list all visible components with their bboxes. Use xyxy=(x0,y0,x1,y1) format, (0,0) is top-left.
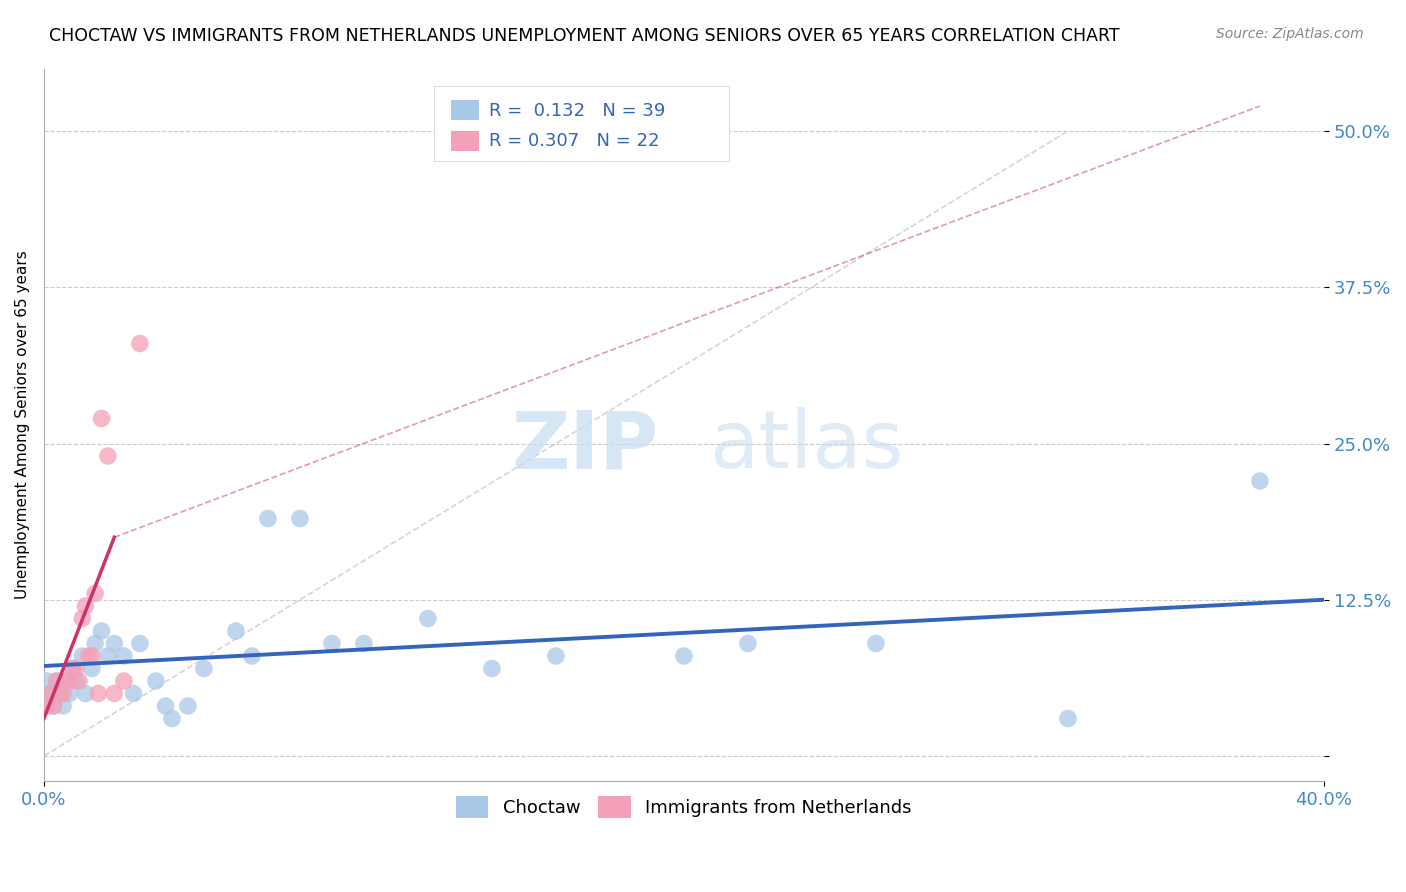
Point xyxy=(112,648,135,663)
Point xyxy=(58,673,80,688)
Point xyxy=(1249,474,1271,488)
Point xyxy=(80,661,103,675)
Point xyxy=(288,511,311,525)
Point xyxy=(672,648,695,663)
Point xyxy=(160,711,183,725)
Point xyxy=(544,648,567,663)
Point xyxy=(84,636,107,650)
Point xyxy=(865,636,887,650)
Point xyxy=(52,698,75,713)
Point xyxy=(65,661,87,675)
Point xyxy=(72,611,94,625)
Point xyxy=(97,449,120,463)
Point xyxy=(122,686,145,700)
Point xyxy=(49,686,72,700)
Point xyxy=(112,673,135,688)
Point xyxy=(90,624,112,638)
Text: R = 0.307   N = 22: R = 0.307 N = 22 xyxy=(489,132,659,150)
Point xyxy=(62,661,84,675)
Point xyxy=(72,648,94,663)
Text: atlas: atlas xyxy=(710,407,904,485)
Point xyxy=(35,698,58,713)
Point xyxy=(97,648,120,663)
FancyBboxPatch shape xyxy=(434,87,728,161)
Y-axis label: Unemployment Among Seniors over 65 years: Unemployment Among Seniors over 65 years xyxy=(15,251,30,599)
Point xyxy=(481,661,503,675)
Point xyxy=(75,686,97,700)
Point xyxy=(55,673,77,688)
Point xyxy=(84,586,107,600)
Point xyxy=(737,636,759,650)
Point xyxy=(321,636,343,650)
Point xyxy=(87,686,110,700)
Text: ZIP: ZIP xyxy=(510,407,658,485)
Text: CHOCTAW VS IMMIGRANTS FROM NETHERLANDS UNEMPLOYMENT AMONG SENIORS OVER 65 YEARS : CHOCTAW VS IMMIGRANTS FROM NETHERLANDS U… xyxy=(49,27,1119,45)
Point xyxy=(67,673,90,688)
Text: Source: ZipAtlas.com: Source: ZipAtlas.com xyxy=(1216,27,1364,41)
Point xyxy=(45,673,67,688)
Point xyxy=(1057,711,1080,725)
Point xyxy=(39,686,62,700)
Point xyxy=(55,673,77,688)
Point xyxy=(35,673,58,688)
Point xyxy=(42,698,65,713)
Point xyxy=(80,648,103,663)
Point xyxy=(42,698,65,713)
Point xyxy=(155,698,177,713)
FancyBboxPatch shape xyxy=(451,101,479,120)
Point xyxy=(45,673,67,688)
Point xyxy=(90,411,112,425)
Point xyxy=(52,686,75,700)
FancyBboxPatch shape xyxy=(451,131,479,151)
Point xyxy=(103,636,125,650)
Point xyxy=(58,686,80,700)
Point xyxy=(128,336,150,351)
Point xyxy=(65,673,87,688)
Point xyxy=(145,673,167,688)
Point xyxy=(39,686,62,700)
Point xyxy=(257,511,280,525)
Point xyxy=(177,698,200,713)
Text: R =  0.132   N = 39: R = 0.132 N = 39 xyxy=(489,102,665,120)
Legend: Choctaw, Immigrants from Netherlands: Choctaw, Immigrants from Netherlands xyxy=(449,789,920,825)
Point xyxy=(240,648,263,663)
Point xyxy=(193,661,215,675)
Point xyxy=(75,599,97,613)
Point xyxy=(77,648,100,663)
Point xyxy=(62,661,84,675)
Point xyxy=(416,611,439,625)
Point xyxy=(103,686,125,700)
Point xyxy=(225,624,247,638)
Point xyxy=(128,636,150,650)
Point xyxy=(353,636,375,650)
Point xyxy=(49,686,72,700)
